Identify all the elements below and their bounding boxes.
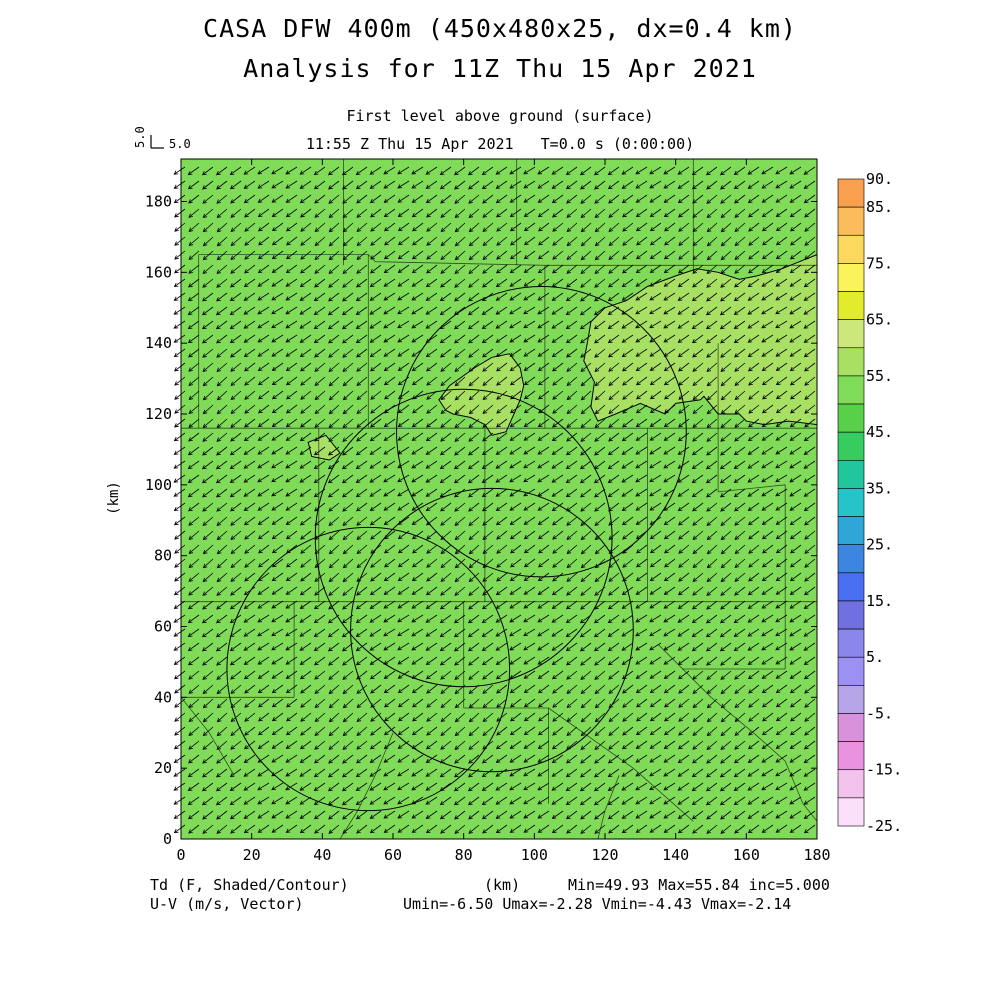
y-tick-label: 180 (145, 193, 172, 211)
colorbar-band (837, 206, 865, 236)
td-field-high-northeast (583, 254, 817, 425)
colorbar-band (837, 403, 865, 433)
colorbar-label: 25. (866, 536, 893, 554)
colorbar-band (837, 516, 865, 545)
footer-vector-stats: Umin=-6.50 Umax=-2.28 Vmin=-4.43 Vmax=-2… (403, 895, 792, 913)
colorbar-band (837, 685, 865, 714)
colorbar-band (837, 713, 865, 742)
colorbar-band (837, 628, 865, 658)
county-line-26 (597, 775, 620, 840)
y-tick-label: 120 (145, 405, 172, 423)
y-axis-label: (km) (106, 481, 122, 515)
axes: 0 20 40 60 80 100 120 140 160 180 0 20 40 60 80 100 120 1… (106, 159, 831, 864)
colorbar-band (837, 572, 865, 602)
footer-field-label: Td (F, Shaded/Contour) (150, 876, 349, 894)
colorbar-label: 65. (866, 311, 893, 329)
range-ring-1 (396, 286, 687, 578)
colorbar-band (837, 656, 865, 686)
county-boundaries (180, 159, 818, 840)
colorbar-band (837, 347, 865, 377)
colorbar-band (837, 291, 865, 320)
y-tick-label: 160 (145, 263, 172, 281)
colorbar-band (837, 797, 865, 827)
colorbar-band (837, 460, 865, 489)
reference-vector: 5.0 5.0 (133, 126, 191, 151)
footer-vector-label: U-V (m/s, Vector) (150, 895, 304, 913)
county-line-22 (180, 697, 235, 776)
y-tick-label: 0 (163, 830, 172, 848)
colorbar-band (837, 375, 865, 405)
x-tick-label: 160 (733, 846, 760, 864)
colorbar-band (837, 769, 865, 799)
footer-x-units: (km) (484, 876, 521, 894)
x-tick-label: 120 (591, 846, 618, 864)
colorbar-label: 35. (866, 479, 893, 497)
reference-vector-label: 5.0 (169, 137, 191, 151)
y-tick-label: 140 (145, 334, 172, 352)
colorbar: 90. 85. 75. 65. 55. 45. 35. 25. 15. 5. -5. -15. -25. (837, 170, 902, 835)
x-tick-label: 80 (455, 846, 473, 864)
county-line-19 (718, 484, 786, 493)
colorbar-band (837, 178, 865, 208)
x-tick-label: 140 (662, 846, 689, 864)
x-tick-label: 60 (384, 846, 402, 864)
colorbar-label: 55. (866, 367, 893, 385)
range-ring-3 (350, 487, 634, 773)
colorbar-label: 45. (866, 423, 893, 441)
colorbar-label: 75. (866, 254, 893, 272)
colorbar-label: -15. (866, 761, 902, 779)
y-tick-label: 100 (145, 476, 172, 494)
county-line-24 (657, 643, 818, 822)
colorbar-band (837, 263, 865, 292)
td-field (181, 159, 817, 839)
colorbar-label: -25. (866, 817, 902, 835)
colorbar-label: 85. (866, 198, 893, 216)
chart-subtitle-level: First level above ground (surface) (346, 107, 654, 125)
county-line-23 (548, 707, 694, 822)
y-tick-label: 40 (154, 688, 172, 706)
x-tick-label: 0 (176, 846, 185, 864)
county-line-3 (198, 254, 817, 266)
td-contour-55-west-small (307, 434, 341, 461)
colorbar-band (837, 741, 865, 771)
colorbar-label: 5. (866, 648, 884, 666)
colorbar-band (837, 488, 865, 517)
wind-vectors (173, 166, 816, 834)
x-tick-label: 40 (313, 846, 331, 864)
plot-frame (180, 158, 818, 840)
chart-subtitle-time: 11:55 Z Thu 15 Apr 2021 T=0.0 s (0:00:00… (305, 135, 695, 153)
colorbar-label: 90. (866, 170, 893, 188)
x-tick-label: 180 (803, 846, 830, 864)
footer-field-stats: Min=49.93 Max=55.84 inc=5.000 (568, 876, 830, 894)
colorbar-band (837, 431, 865, 461)
colorbar-label: -5. (866, 704, 893, 722)
y-tick-label: 80 (154, 547, 172, 565)
x-tick-label: 100 (521, 846, 548, 864)
reference-vector-axis-label: 5.0 (133, 126, 147, 148)
county-line-25 (339, 732, 394, 840)
y-tick-label: 20 (154, 759, 172, 777)
colorbar-label: 15. (866, 592, 893, 610)
colorbar-band (837, 234, 865, 264)
colorbar-band (837, 319, 865, 349)
colorbar-band (837, 600, 865, 630)
y-tick-label: 60 (154, 618, 172, 636)
colorbar-band (837, 544, 865, 574)
chart-title-line2: Analysis for 11Z Thu 15 Apr 2021 (243, 54, 757, 83)
chart-title-line1: CASA DFW 400m (450x480x25, dx=0.4 km) (203, 14, 797, 43)
wind-vector-arrows (173, 166, 816, 834)
range-ring-4 (226, 526, 511, 812)
td-field-base (181, 159, 817, 839)
x-tick-label: 20 (243, 846, 261, 864)
